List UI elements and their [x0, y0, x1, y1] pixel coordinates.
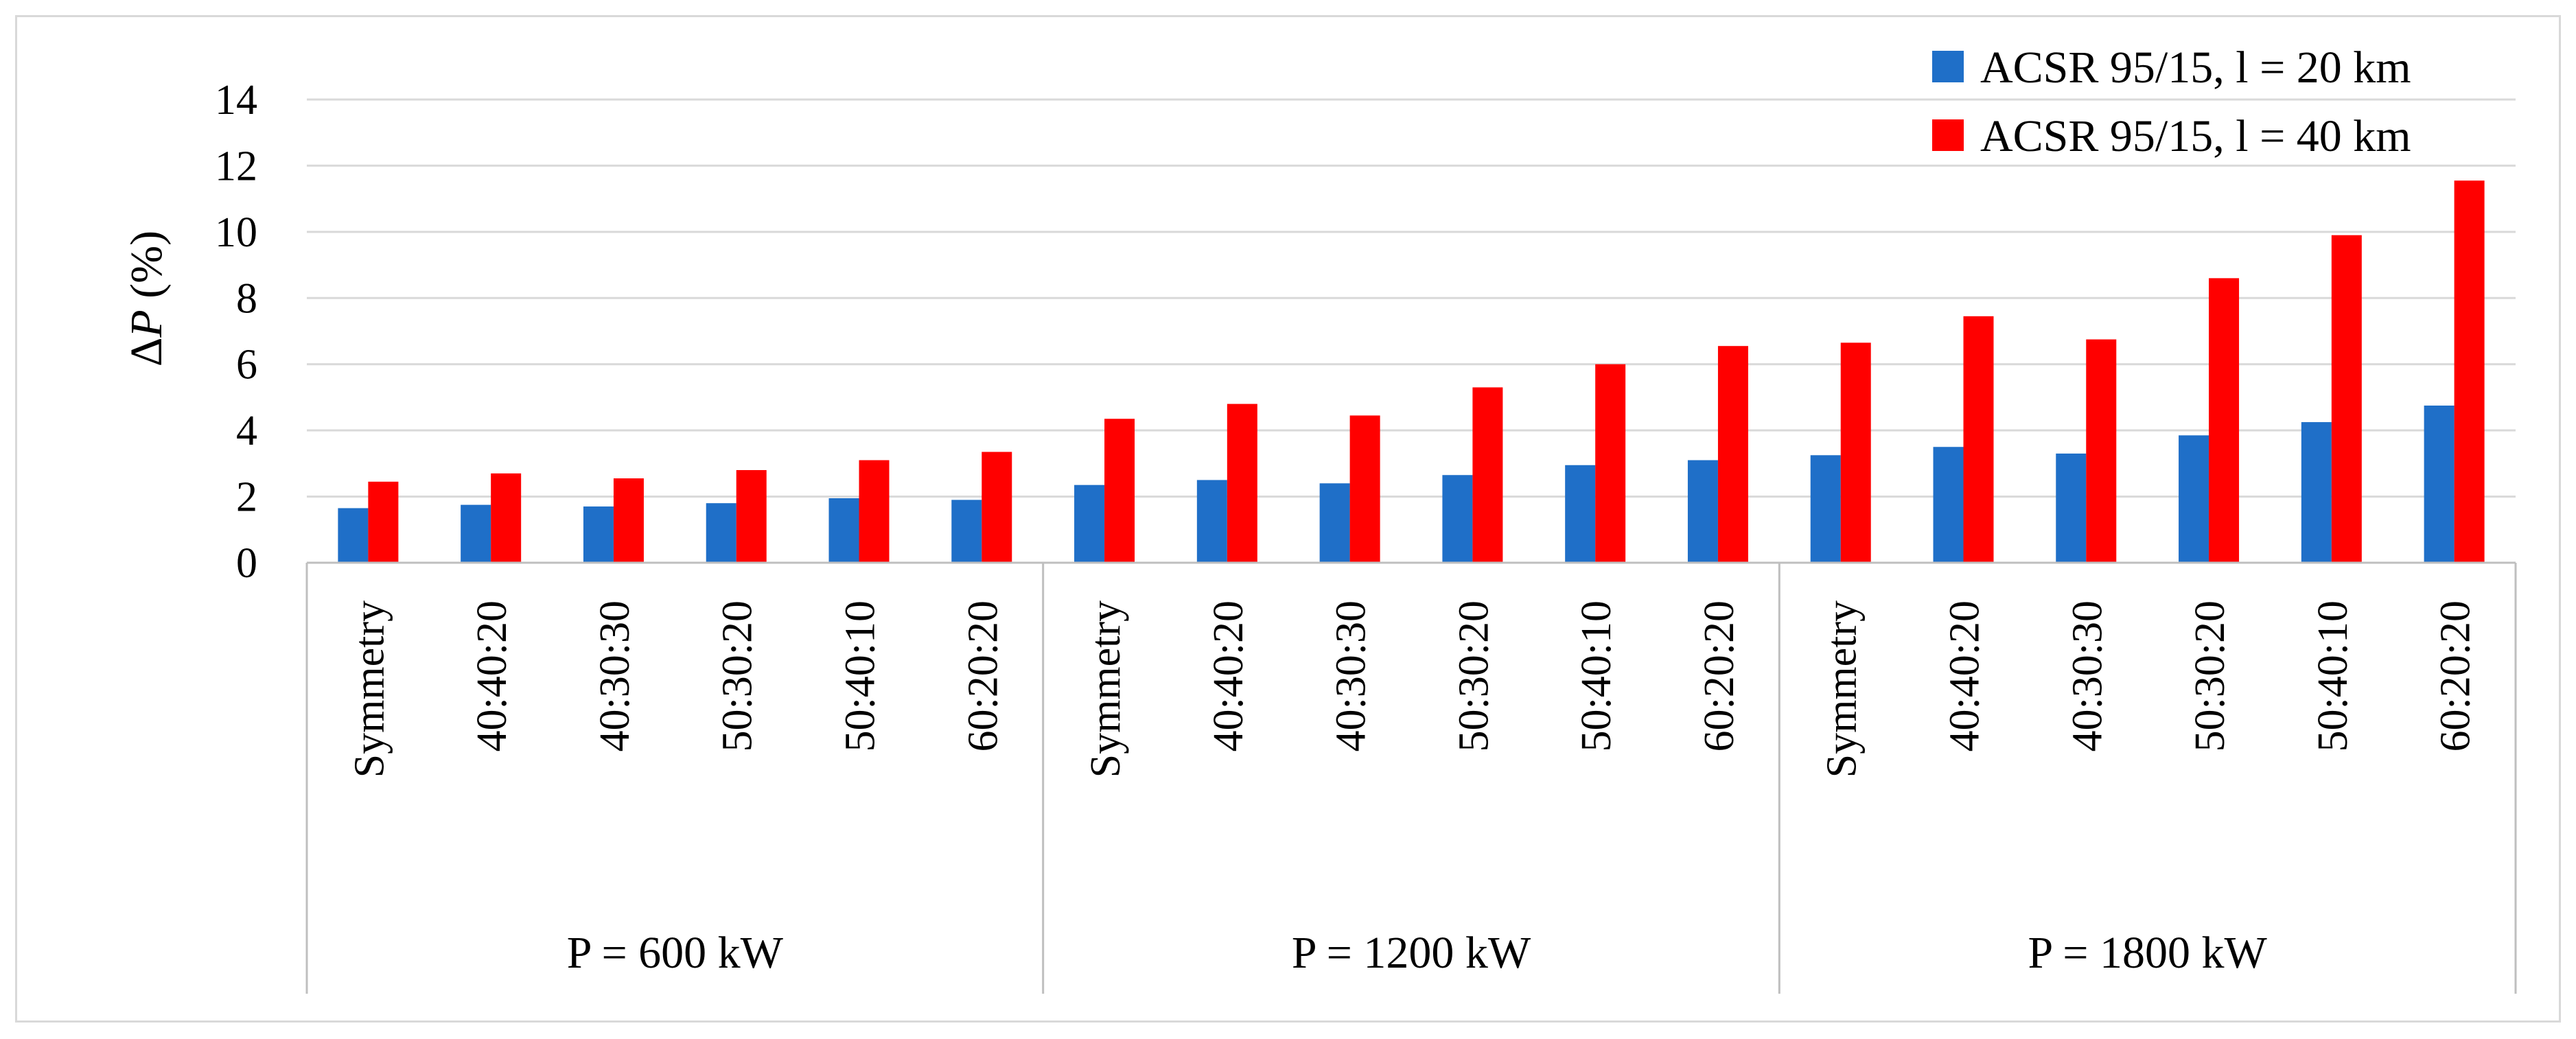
bar-series-1 [1074, 485, 1105, 563]
bar-series-2 [982, 452, 1012, 563]
y-tick-label: 2 [236, 474, 257, 521]
x-tick-label: 50:40:10 [1573, 600, 1620, 751]
bar-series-1 [583, 506, 614, 563]
chart-frame [15, 15, 2561, 1023]
y-axis-label-suffix: (%) [121, 231, 172, 310]
x-tick-label: 50:30:20 [715, 600, 761, 751]
bar-series-2 [1840, 342, 1871, 563]
bar-series-1 [461, 504, 491, 563]
y-tick-label: 0 [236, 540, 257, 587]
legend-swatch [1932, 51, 1964, 82]
bar-series-2 [613, 478, 644, 563]
bar-series-2 [1104, 419, 1135, 563]
bar-series-2 [1595, 364, 1626, 563]
bar-series-2 [1227, 404, 1257, 563]
x-tick-label: Symmetry [1082, 600, 1129, 778]
bar-series-1 [706, 503, 736, 563]
x-tick-label: 40:30:30 [592, 600, 638, 751]
bar-series-2 [368, 481, 399, 563]
x-axis: Symmetry 40:40:20 40:30:30 50:30:20 50:40:10… [305, 561, 2517, 994]
y-tick-label: 4 [236, 408, 257, 454]
x-tick-label: Symmetry [346, 600, 393, 778]
x-tick-label: 40:30:30 [1328, 600, 1375, 751]
bar-series-1 [2424, 405, 2455, 563]
x-tick-label: 50:30:20 [1450, 600, 1497, 751]
bar-series-1 [1196, 480, 1227, 563]
bar-series-2 [736, 470, 767, 563]
y-axis-label-var: P [121, 310, 172, 338]
bar-series-2 [2454, 180, 2485, 563]
y-axis-ticks: 0 2 4 6 8 10 12 14 [215, 77, 257, 587]
legend-label: ACSR 95/15, l = 20 km [1980, 43, 2411, 93]
bar-series-1 [1565, 465, 1596, 563]
x-tick-label: 60:20:20 [960, 600, 1006, 751]
x-tick-label: 60:20:20 [1696, 600, 1743, 751]
bar-series-2 [2331, 235, 2362, 563]
group-label: P = 1800 kW [2028, 928, 2268, 978]
bar-series-2 [1963, 316, 1994, 563]
y-axis-label: ΔP (%) [121, 231, 172, 366]
bars [338, 180, 2485, 563]
bar-series-2 [491, 473, 522, 563]
legend-label: ACSR 95/15, l = 40 km [1980, 111, 2411, 161]
bar-series-1 [828, 498, 859, 563]
y-axis-label-prefix: Δ [121, 338, 172, 366]
x-tick-label: 60:20:20 [2433, 600, 2479, 751]
bar-series-1 [2056, 453, 2087, 563]
bar-series-1 [338, 508, 369, 563]
bar-series-1 [1933, 447, 1964, 563]
bar-series-1 [1687, 460, 1718, 563]
y-tick-label: 10 [215, 209, 257, 256]
x-tick-label: 40:40:20 [1942, 600, 1988, 751]
group-label: P = 1200 kW [1292, 928, 1531, 978]
bar-series-1 [951, 500, 982, 563]
x-tick-label: 50:30:20 [2187, 600, 2233, 751]
x-tick-label: 40:40:20 [1205, 600, 1252, 751]
legend-swatch [1932, 119, 1964, 151]
bar-series-1 [1810, 455, 1841, 563]
bar-series-1 [1319, 483, 1350, 563]
y-tick-label: 8 [236, 275, 257, 322]
bar-series-2 [1717, 346, 1748, 563]
x-tick-label: 40:40:20 [469, 600, 515, 751]
bar-series-2 [1472, 387, 1503, 563]
legend: ACSR 95/15, l = 20 km ACSR 95/15, l = 40 … [1932, 43, 2411, 161]
y-tick-label: 6 [236, 342, 257, 388]
y-tick-label: 12 [215, 143, 257, 189]
bar-series-2 [2209, 278, 2240, 563]
y-tick-label: 14 [215, 77, 257, 124]
bar-series-2 [859, 460, 890, 563]
bar-series-1 [2179, 435, 2209, 563]
x-tick-label: 50:40:10 [2310, 600, 2356, 751]
bar-series-2 [2086, 339, 2117, 563]
x-tick-label: Symmetry [1819, 600, 1866, 778]
bar-series-1 [1442, 475, 1473, 563]
x-tick-label: 50:40:10 [837, 600, 884, 751]
bar-series-1 [2301, 422, 2332, 563]
bar-series-2 [1349, 415, 1380, 563]
group-label: P = 600 kW [567, 928, 784, 978]
x-tick-label: 40:30:30 [2064, 600, 2111, 751]
